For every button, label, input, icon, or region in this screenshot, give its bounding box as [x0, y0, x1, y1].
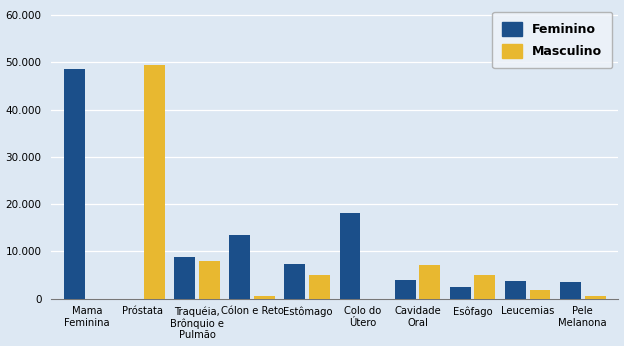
Bar [394, 280, 416, 299]
Bar [505, 281, 525, 299]
Legend: Feminino, Masculino: Feminino, Masculino [492, 12, 612, 68]
Bar [560, 282, 581, 299]
Bar [530, 290, 550, 299]
Bar [585, 296, 605, 299]
Bar [254, 296, 275, 299]
Bar [339, 213, 361, 299]
Bar [199, 261, 220, 299]
Bar [450, 287, 470, 299]
Bar [310, 275, 330, 299]
Bar [230, 235, 250, 299]
Bar [474, 275, 495, 299]
Bar [174, 257, 195, 299]
Bar [64, 69, 85, 299]
Bar [285, 264, 305, 299]
Bar [419, 265, 441, 299]
Bar [144, 65, 165, 299]
